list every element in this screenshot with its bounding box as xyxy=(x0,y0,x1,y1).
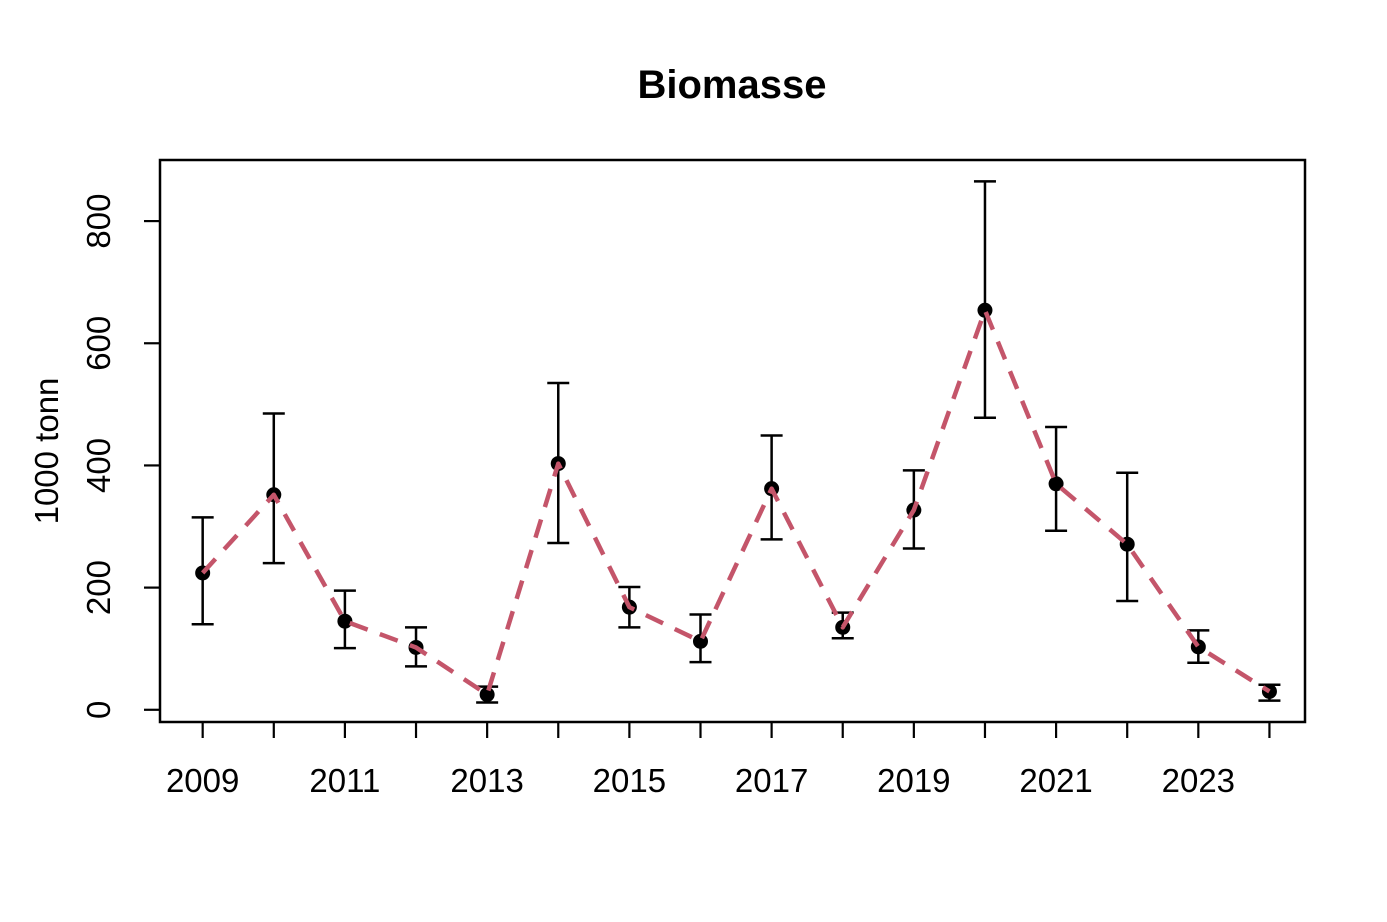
trend-line xyxy=(201,308,1271,697)
x-axis-tick-label: 2021 xyxy=(1019,762,1092,799)
y-axis-tick-label: 600 xyxy=(80,316,117,371)
data-point xyxy=(337,613,353,629)
y-axis-tick-label: 400 xyxy=(80,438,117,493)
plot-area: 2009 2011 2013 2015 2017 2019 2021 2023 0 200 400 6… xyxy=(80,158,1307,799)
x-axis-tick-label: 2019 xyxy=(877,762,950,799)
y-axis-tick-label: 200 xyxy=(80,560,117,615)
y-axis-tick-label: 800 xyxy=(80,194,117,249)
x-axis-tick-label: 2013 xyxy=(450,762,523,799)
x-axis-tick-label: 2011 xyxy=(309,762,380,799)
y-axis-tick-label: 0 xyxy=(80,701,117,719)
x-axis-tick-label: 2017 xyxy=(735,762,808,799)
y-axis-label: 1000 tonn xyxy=(28,378,65,525)
plot-box xyxy=(158,158,1307,724)
data-point xyxy=(479,687,495,703)
x-axis-tick-label: 2023 xyxy=(1162,762,1235,799)
x-axis-tick-label: 2015 xyxy=(593,762,666,799)
chart-title: Biomasse xyxy=(638,63,827,107)
x-axis-tick-label: 2009 xyxy=(166,762,239,799)
data-point xyxy=(1048,476,1064,492)
